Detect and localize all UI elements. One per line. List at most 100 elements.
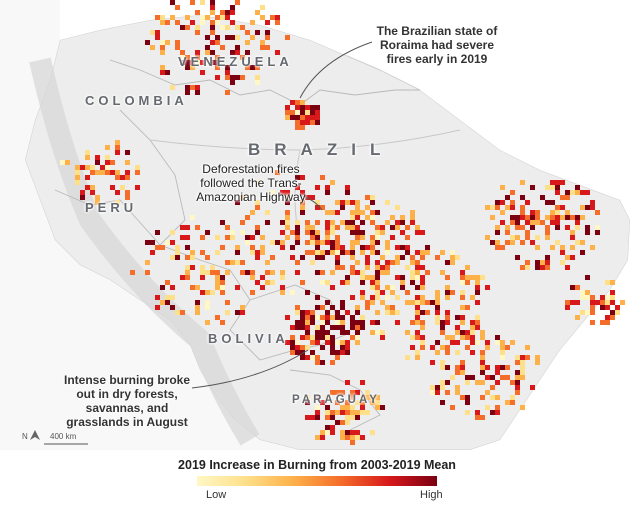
fire-pixel bbox=[345, 310, 350, 315]
fire-pixel bbox=[475, 290, 480, 295]
fire-pixel bbox=[535, 360, 540, 365]
fire-pixel bbox=[170, 285, 175, 290]
fire-pixel bbox=[85, 185, 90, 190]
fire-pixel bbox=[105, 160, 110, 165]
fire-pixel bbox=[435, 385, 440, 390]
fire-pixel bbox=[255, 75, 260, 80]
fire-pixel bbox=[500, 345, 505, 350]
fire-pixel bbox=[370, 275, 375, 280]
fire-pixel bbox=[395, 205, 400, 210]
fire-pixel bbox=[495, 410, 500, 415]
fire-pixel bbox=[385, 265, 390, 270]
fire-pixel bbox=[105, 170, 110, 175]
fire-pixel bbox=[360, 235, 365, 240]
fire-pixel bbox=[305, 115, 310, 120]
fire-pixel bbox=[190, 250, 195, 255]
fire-pixel bbox=[355, 415, 360, 420]
fire-pixel bbox=[310, 355, 315, 360]
fire-pixel bbox=[400, 285, 405, 290]
annotation-intense: Intense burning broke out in dry forests… bbox=[63, 373, 190, 429]
fire-pixel bbox=[315, 270, 320, 275]
fire-pixel bbox=[525, 230, 530, 235]
fire-pixel bbox=[575, 185, 580, 190]
fire-pixel bbox=[460, 270, 465, 275]
fire-pixel bbox=[190, 0, 195, 5]
fire-pixel bbox=[410, 320, 415, 325]
fire-pixel bbox=[410, 255, 415, 260]
fire-pixel bbox=[265, 280, 270, 285]
fire-pixel bbox=[150, 240, 155, 245]
fire-pixel bbox=[510, 380, 515, 385]
fire-pixel bbox=[445, 350, 450, 355]
fire-pixel bbox=[350, 295, 355, 300]
fire-pixel bbox=[515, 255, 520, 260]
fire-pixel bbox=[255, 255, 260, 260]
fire-pixel bbox=[295, 305, 300, 310]
fire-pixel bbox=[330, 360, 335, 365]
fire-pixel bbox=[310, 230, 315, 235]
fire-pixel bbox=[340, 345, 345, 350]
fire-pixel bbox=[500, 185, 505, 190]
fire-pixel bbox=[370, 295, 375, 300]
fire-pixel bbox=[295, 340, 300, 345]
fire-pixel bbox=[165, 280, 170, 285]
fire-pixel bbox=[175, 40, 180, 45]
fire-pixel bbox=[270, 15, 275, 20]
fire-pixel bbox=[240, 270, 245, 275]
fire-pixel bbox=[165, 70, 170, 75]
fire-pixel bbox=[195, 305, 200, 310]
fire-pixel bbox=[230, 80, 235, 85]
fire-pixel bbox=[310, 310, 315, 315]
fire-pixel bbox=[245, 235, 250, 240]
fire-pixel bbox=[285, 110, 290, 115]
fire-pixel bbox=[385, 285, 390, 290]
fire-pixel bbox=[420, 310, 425, 315]
fire-pixel bbox=[545, 230, 550, 235]
fire-pixel bbox=[390, 285, 395, 290]
fire-pixel bbox=[480, 395, 485, 400]
fire-pixel bbox=[355, 310, 360, 315]
fire-pixel bbox=[160, 300, 165, 305]
fire-pixel bbox=[375, 235, 380, 240]
fire-pixel bbox=[225, 75, 230, 80]
fire-pixel bbox=[355, 205, 360, 210]
fire-pixel bbox=[420, 340, 425, 345]
fire-pixel bbox=[330, 340, 335, 345]
fire-pixel bbox=[320, 330, 325, 335]
fire-pixel bbox=[205, 35, 210, 40]
fire-pixel bbox=[160, 50, 165, 55]
fire-pixel bbox=[355, 210, 360, 215]
fire-pixel bbox=[250, 210, 255, 215]
fire-pixel bbox=[545, 215, 550, 220]
fire-pixel bbox=[380, 265, 385, 270]
fire-pixel bbox=[575, 240, 580, 245]
fire-pixel bbox=[115, 170, 120, 175]
fire-pixel bbox=[295, 175, 300, 180]
fire-pixel bbox=[570, 190, 575, 195]
fire-pixel bbox=[550, 215, 555, 220]
fire-pixel bbox=[315, 355, 320, 360]
fire-pixel bbox=[220, 220, 225, 225]
fire-pixel bbox=[340, 435, 345, 440]
fire-pixel bbox=[300, 190, 305, 195]
fire-pixel bbox=[505, 400, 510, 405]
fire-pixel bbox=[370, 400, 375, 405]
fire-pixel bbox=[85, 150, 90, 155]
fire-pixel bbox=[455, 315, 460, 320]
fire-pixel bbox=[610, 315, 615, 320]
fire-pixel bbox=[305, 335, 310, 340]
fire-pixel bbox=[315, 255, 320, 260]
fire-pixel bbox=[310, 340, 315, 345]
fire-pixel bbox=[520, 355, 525, 360]
fire-pixel bbox=[245, 40, 250, 45]
fire-pixel bbox=[205, 255, 210, 260]
fire-pixel bbox=[230, 50, 235, 55]
fire-pixel bbox=[510, 235, 515, 240]
fire-pixel bbox=[195, 60, 200, 65]
fire-pixel bbox=[110, 160, 115, 165]
fire-pixel bbox=[545, 200, 550, 205]
fire-pixel bbox=[310, 350, 315, 355]
fire-pixel bbox=[290, 245, 295, 250]
fire-pixel bbox=[375, 310, 380, 315]
fire-pixel bbox=[170, 255, 175, 260]
